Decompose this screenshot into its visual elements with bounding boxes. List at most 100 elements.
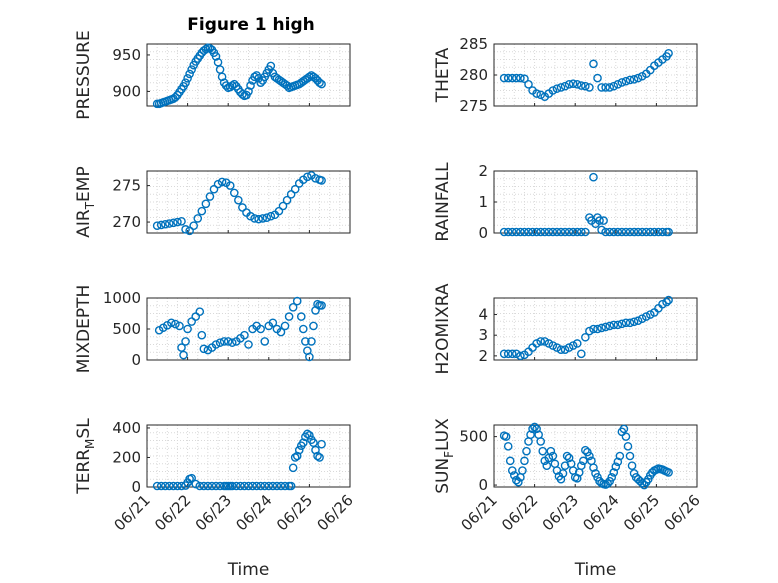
data-point [629,75,639,84]
x-tick-label: 06/24 [232,491,275,534]
y-tick-label: 2 [478,162,488,180]
data-point [615,451,625,461]
x-tick-label: 06/25 [620,491,663,534]
data-point [250,72,259,82]
data-point [589,59,598,69]
data-point [254,214,263,224]
x-tick-label: 06/22 [498,491,541,534]
data-point [317,176,326,185]
data-point [556,345,566,354]
y-tick-label: 280 [459,66,488,84]
data-point [595,216,604,225]
data-point [621,432,631,441]
data-point [260,481,270,491]
data-point [193,214,203,223]
data-point [165,481,174,491]
data-point [280,481,290,491]
y-axis-label: PRESSURE [74,30,94,119]
series-markers [499,295,673,361]
data-point [262,213,272,222]
data-point [664,49,673,58]
x-tick-label: 06/21 [458,491,501,534]
data-point [623,442,633,451]
y-tick-label: 1 [478,193,488,211]
data-point [589,463,598,472]
data-point [229,188,239,198]
data-point [528,424,537,434]
data-point [568,79,578,88]
data-point [309,321,318,331]
data-point [536,437,545,446]
data-point [152,221,162,231]
data-point [516,351,525,361]
data-point [532,424,541,434]
data-point [625,227,635,237]
series-markers [154,296,326,362]
y-tick-label: 275 [459,97,488,115]
data-point [299,438,308,448]
data-point [169,481,178,491]
data-point [528,227,537,237]
data-point [156,481,166,491]
data-point [507,466,517,475]
data-point [609,320,619,330]
data-point [303,429,312,439]
data-point [160,219,170,229]
y-tick-label: 4 [478,306,488,324]
data-point [589,172,598,182]
data-point [558,469,568,478]
x-tick-label: 06/22 [151,491,194,534]
data-point [556,474,566,484]
data-point [276,327,286,337]
data-point [294,445,304,455]
data-point [503,73,513,83]
data-point [221,81,231,90]
data-point [288,302,298,312]
data-point [195,481,205,491]
data-point [625,318,635,328]
data-point [633,73,643,83]
data-point [629,317,639,327]
data-point [313,451,322,461]
y-tick-label: 2 [478,347,488,365]
data-point [593,324,602,334]
data-point [183,73,192,83]
x-axis-label: Time [574,560,617,580]
data-point [225,181,235,190]
data-point [219,337,229,346]
data-point [536,90,545,100]
data-point [290,453,300,462]
y-tick-label: 1000 [103,289,141,307]
data-point [195,307,205,316]
data-point [317,439,326,449]
series-markers [152,171,326,236]
data-point [181,337,190,346]
data-point [227,481,237,491]
data-point [564,453,574,463]
x-tick-label: 06/23 [539,491,582,534]
data-point [576,461,586,470]
data-point [299,324,308,334]
data-point [238,203,247,212]
data-point [185,226,194,236]
data-point [266,211,276,221]
data-point [284,312,294,321]
data-point [556,83,566,92]
data-point [211,52,221,61]
data-point [646,310,655,319]
data-point [244,481,253,491]
data-point [280,321,290,331]
y-axis-label: H2OMIXRA [433,283,453,374]
data-point [169,218,178,228]
data-point [597,225,606,235]
y-axis-label: TERRMSL [74,418,97,495]
data-point [572,339,582,348]
data-point [296,312,306,321]
data-point [305,431,314,440]
data-point [286,481,296,491]
data-point [229,79,239,89]
data-point [654,304,663,313]
data-point [528,343,537,352]
data-point [654,227,663,237]
data-point [629,227,639,237]
